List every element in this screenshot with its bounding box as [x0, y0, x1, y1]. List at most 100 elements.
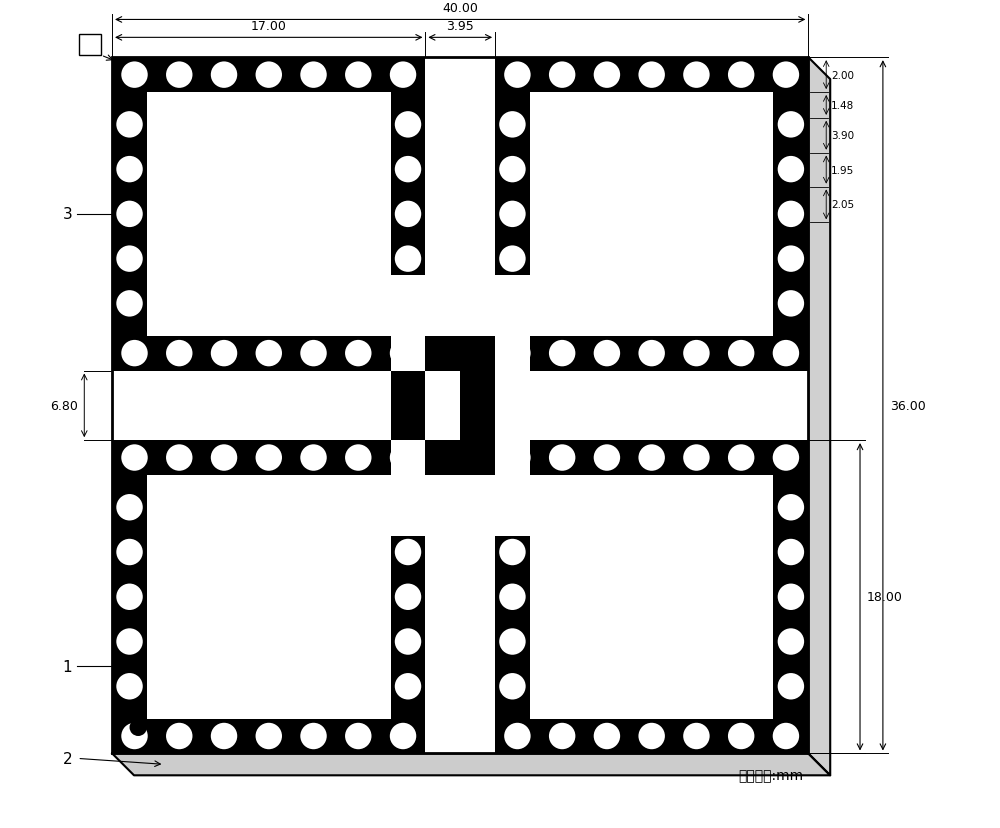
Bar: [460, 371, 495, 440]
Circle shape: [395, 246, 421, 272]
Circle shape: [614, 280, 641, 306]
Circle shape: [614, 505, 641, 532]
Bar: [147, 475, 391, 719]
Text: 40.00: 40.00: [442, 2, 478, 16]
Text: 2.05: 2.05: [831, 200, 854, 210]
Circle shape: [662, 280, 689, 306]
Circle shape: [778, 628, 804, 655]
Circle shape: [499, 628, 526, 655]
Circle shape: [183, 662, 210, 689]
Circle shape: [638, 62, 665, 89]
Text: 36.00: 36.00: [890, 399, 926, 412]
Bar: [495, 58, 808, 371]
Circle shape: [256, 445, 282, 471]
Circle shape: [334, 225, 361, 252]
Bar: [495, 276, 530, 371]
Circle shape: [773, 62, 799, 89]
Circle shape: [255, 593, 282, 620]
Bar: [112, 58, 808, 753]
Bar: [391, 276, 425, 371]
Circle shape: [499, 201, 526, 228]
Text: 2.00: 2.00: [831, 70, 854, 80]
Circle shape: [638, 340, 665, 367]
Circle shape: [683, 62, 710, 89]
Circle shape: [130, 719, 147, 736]
Circle shape: [395, 494, 421, 521]
Circle shape: [504, 723, 531, 749]
Bar: [556, 118, 748, 310]
Circle shape: [183, 505, 210, 532]
Circle shape: [280, 123, 306, 149]
Circle shape: [255, 210, 282, 238]
Bar: [147, 93, 391, 336]
Circle shape: [166, 445, 192, 471]
Circle shape: [778, 291, 804, 317]
Bar: [173, 118, 365, 310]
Circle shape: [549, 723, 575, 749]
Circle shape: [177, 560, 203, 586]
Bar: [425, 336, 495, 371]
Text: 1.48: 1.48: [831, 101, 854, 111]
Bar: [530, 93, 773, 336]
Polygon shape: [79, 35, 101, 56]
Bar: [590, 153, 713, 276]
Circle shape: [594, 340, 620, 367]
Circle shape: [499, 584, 526, 610]
Circle shape: [395, 156, 421, 183]
Circle shape: [334, 608, 361, 634]
Circle shape: [499, 673, 526, 700]
Circle shape: [638, 445, 665, 471]
Circle shape: [116, 494, 143, 521]
Circle shape: [594, 723, 620, 749]
Bar: [624, 187, 679, 242]
Circle shape: [183, 123, 210, 149]
Circle shape: [328, 123, 354, 149]
Circle shape: [566, 662, 593, 689]
Circle shape: [560, 177, 586, 204]
Text: 3.95: 3.95: [446, 21, 474, 33]
Circle shape: [211, 445, 237, 471]
Circle shape: [710, 280, 737, 306]
Circle shape: [116, 112, 143, 138]
Circle shape: [710, 505, 737, 532]
Circle shape: [395, 673, 421, 700]
Circle shape: [232, 505, 258, 532]
Bar: [112, 58, 425, 371]
Circle shape: [614, 662, 641, 689]
Circle shape: [300, 445, 327, 471]
Text: 6.80: 6.80: [50, 399, 78, 412]
Circle shape: [211, 723, 237, 749]
Circle shape: [345, 340, 372, 367]
Circle shape: [778, 156, 804, 183]
Bar: [530, 475, 773, 719]
Circle shape: [177, 225, 203, 252]
Circle shape: [504, 340, 531, 367]
Bar: [173, 589, 208, 693]
Circle shape: [116, 156, 143, 183]
Circle shape: [560, 560, 586, 586]
Circle shape: [211, 340, 237, 367]
Bar: [556, 501, 748, 693]
Circle shape: [778, 201, 804, 228]
Circle shape: [683, 340, 710, 367]
Text: 18.00: 18.00: [867, 590, 903, 604]
Circle shape: [728, 340, 754, 367]
Circle shape: [334, 560, 361, 586]
Circle shape: [166, 340, 192, 367]
Circle shape: [116, 628, 143, 655]
Circle shape: [662, 123, 689, 149]
Circle shape: [560, 608, 586, 634]
Bar: [173, 118, 208, 223]
Circle shape: [390, 445, 416, 471]
Circle shape: [116, 291, 143, 317]
Circle shape: [717, 608, 744, 634]
Circle shape: [166, 723, 192, 749]
Circle shape: [116, 673, 143, 700]
Circle shape: [717, 177, 744, 204]
Circle shape: [300, 723, 327, 749]
Circle shape: [121, 445, 148, 471]
Circle shape: [638, 593, 665, 620]
Circle shape: [773, 445, 799, 471]
Text: 3.00: 3.00: [79, 41, 101, 51]
Circle shape: [778, 112, 804, 138]
